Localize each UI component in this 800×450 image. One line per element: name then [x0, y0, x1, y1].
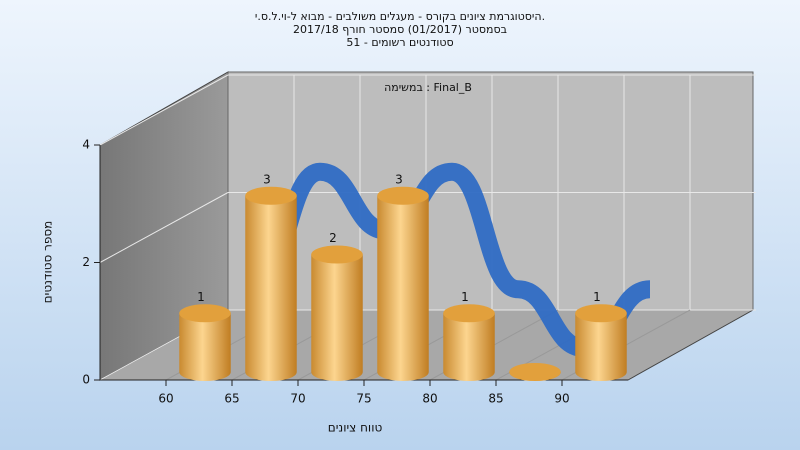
annotation: במשימה : Final_B: [384, 81, 472, 94]
x-tick-label: 85: [488, 392, 503, 406]
x-tick-label: 65: [224, 392, 239, 406]
bar: [245, 186, 297, 381]
bar: [377, 186, 429, 381]
x-tick-label: 60: [158, 392, 173, 406]
data-label: 3: [395, 172, 403, 186]
bar-top: [575, 304, 627, 323]
chart-subtitle: סטודנטים רשומים - 51: [346, 36, 453, 49]
bar-top: [179, 304, 231, 323]
chart-title: היסטוגרמת ציונים בקורס - מעגלים משולבים …: [255, 10, 545, 23]
bar: [179, 304, 231, 381]
x-tick-label: 75: [356, 392, 371, 406]
bar-top: [509, 363, 561, 381]
y-axis-label: מספר סטודנטים: [41, 221, 55, 304]
bar: [575, 304, 627, 381]
data-label: 1: [461, 290, 469, 304]
bar-body: [575, 313, 627, 381]
bar-top: [245, 186, 297, 205]
x-axis-label: טווח ציונים: [328, 421, 383, 435]
y-tick-label: 0: [82, 373, 90, 387]
data-label: 1: [197, 290, 205, 304]
bar: [443, 304, 495, 381]
bar-body: [377, 195, 429, 381]
bar-body: [311, 254, 363, 381]
y-tick-label: 2: [82, 255, 90, 269]
grid-line: [99, 74, 229, 146]
x-tick-label: 70: [290, 392, 305, 406]
x-tick-label: 90: [554, 392, 569, 406]
y-tick-label: 4: [82, 138, 90, 152]
chart-subtitle: בסמסטר (01/2017) סמסטר חורף 2017/18: [293, 23, 507, 36]
grid-line: [99, 192, 229, 263]
bar-body: [443, 313, 495, 381]
data-label: 1: [593, 290, 601, 304]
bar-top: [377, 186, 429, 205]
data-label: 3: [263, 172, 271, 186]
x-tick-label: 80: [422, 392, 437, 406]
bar-top: [311, 245, 363, 264]
bar: [509, 363, 561, 381]
data-label: 2: [329, 231, 337, 245]
bar: [311, 245, 363, 381]
bar-top: [443, 304, 495, 323]
bar-body: [179, 313, 231, 381]
bar-body: [245, 195, 297, 381]
